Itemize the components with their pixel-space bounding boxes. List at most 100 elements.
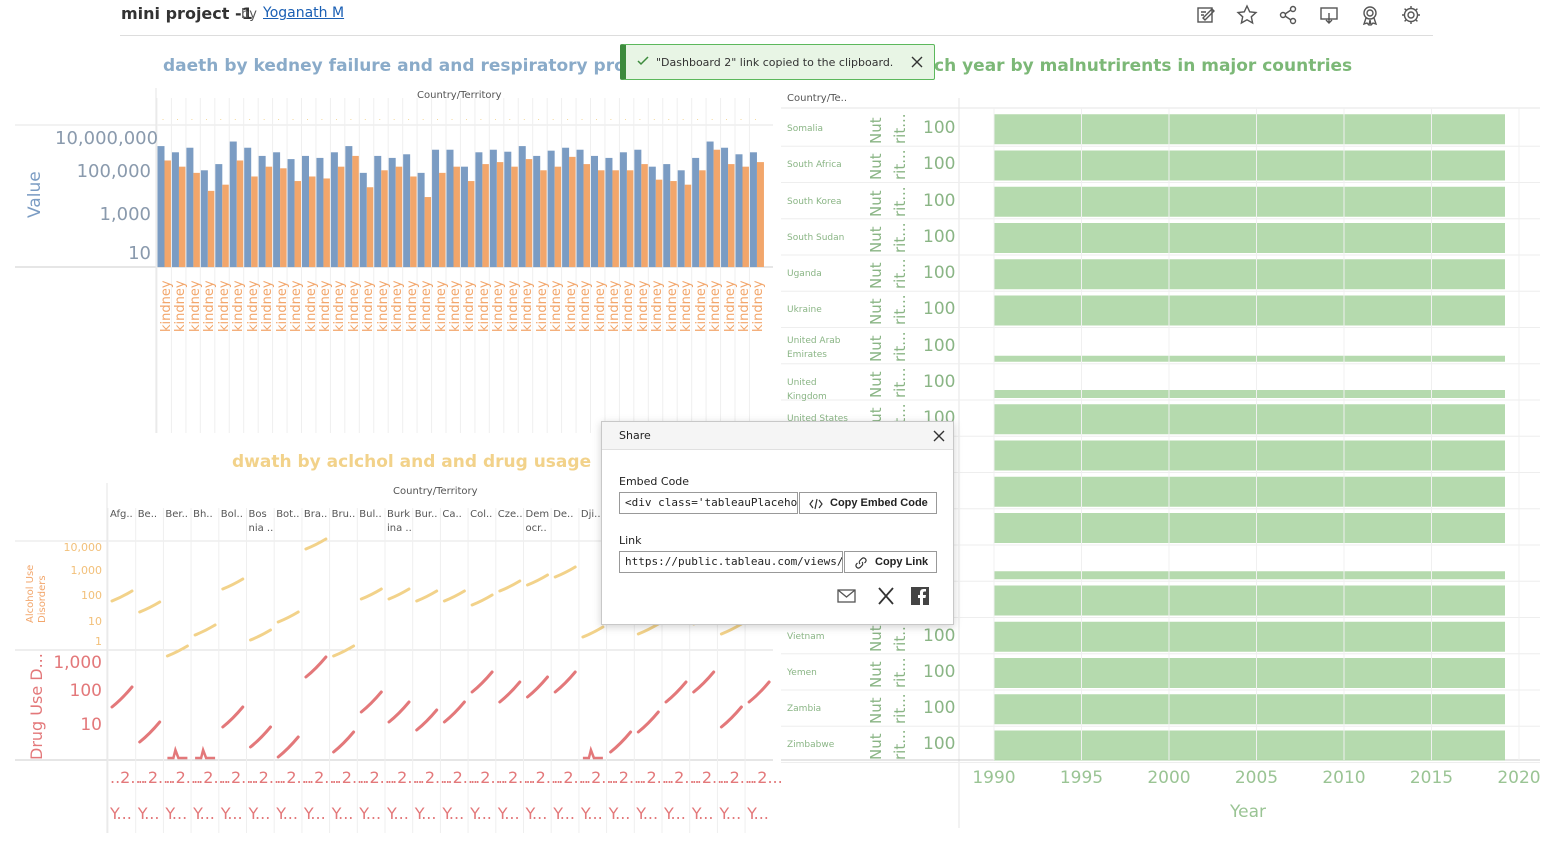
kidney-bar-orange xyxy=(684,184,692,267)
malnutrition-row-value: 100 xyxy=(923,226,956,247)
alcohol-country-header: Bos nia .. xyxy=(248,509,274,534)
kidney-bar-orange xyxy=(540,170,548,267)
drug-line xyxy=(110,685,134,709)
alcohol-year-label-bottom: Y... xyxy=(137,804,160,823)
malnutrition-x-tick: 2010 xyxy=(1322,768,1366,788)
drug-line xyxy=(526,675,549,699)
kidney-bar-orange xyxy=(756,162,764,267)
kidney-bar-orange xyxy=(742,166,750,267)
kidney-tick-dot: . xyxy=(639,113,642,122)
alcohol-country-header: Dji.. xyxy=(580,509,601,520)
alcohol-year-label-bottom: Y... xyxy=(220,804,243,823)
kidney-bar-orange xyxy=(467,181,475,267)
email-icon[interactable] xyxy=(836,585,858,607)
kidney-bar-blue xyxy=(619,152,627,267)
kidney-bar-orange xyxy=(583,164,591,267)
malnutrition-col1-label: Nut xyxy=(867,733,885,761)
malnutrition-column-header: Country/Te.. xyxy=(787,93,848,104)
kidney-bar-orange xyxy=(395,166,403,267)
drug-line xyxy=(249,725,272,749)
close-icon[interactable] xyxy=(931,428,947,444)
kidney-bar-orange xyxy=(482,164,490,267)
malnutrition-row-value: 100 xyxy=(923,154,956,175)
kidney-x-label: kindney xyxy=(476,280,492,332)
malnutrition-country-label: Yemen xyxy=(787,667,817,678)
alcohol-year-label-top: ..2... xyxy=(580,768,617,787)
malnutrition-area xyxy=(994,658,1505,688)
kidney-x-label: kindney xyxy=(375,280,391,332)
alcohol-year-label-top: ..2... xyxy=(442,768,478,787)
x-twitter-icon[interactable] xyxy=(875,585,897,607)
drug-line xyxy=(221,705,245,729)
malnutrition-area xyxy=(994,390,1505,398)
facebook-icon[interactable] xyxy=(909,585,931,607)
malnutrition-area xyxy=(994,223,1505,253)
alcohol-year-label-top: ..2... xyxy=(636,768,672,787)
malnutrition-row-value: 100 xyxy=(923,661,956,682)
alcohol-country-header: Bru.. xyxy=(331,509,356,520)
kidney-bar-blue xyxy=(446,149,454,267)
author-link[interactable]: Yoganath M xyxy=(263,5,345,21)
kidney-bar-blue xyxy=(171,152,179,267)
alcohol-year-label-top: ..2... xyxy=(664,768,700,787)
kidney-bar-orange xyxy=(251,176,259,267)
drug-line xyxy=(719,705,743,729)
copy-link-button[interactable]: Copy Link xyxy=(844,551,937,573)
kidney-bar-orange xyxy=(352,155,360,267)
download-icon[interactable] xyxy=(1318,4,1340,26)
kidney-x-label: kindney xyxy=(679,280,695,332)
alcohol-year-label-bottom: Y... xyxy=(691,804,714,823)
settings-icon[interactable] xyxy=(1400,4,1422,26)
close-icon[interactable] xyxy=(909,54,925,70)
alcohol-year-label-bottom: Y... xyxy=(359,804,382,823)
alcohol-year-label-bottom: Y... xyxy=(442,804,465,823)
alcohol-country-header: Bur.. xyxy=(414,509,438,520)
drug-line xyxy=(747,680,771,704)
kidney-x-label: kindney xyxy=(245,280,261,332)
alcohol-country-header: Cze.. xyxy=(497,509,523,520)
kidney-bar-blue xyxy=(374,155,382,267)
malnutrition-area xyxy=(994,571,1505,580)
kidney-bar-orange xyxy=(424,197,432,267)
alcohol-country-header: Ber.. xyxy=(165,509,188,520)
alcohol-year-label-top: ..2... xyxy=(691,768,728,787)
by-label: by xyxy=(241,7,257,22)
kidney-bar-blue xyxy=(287,159,295,267)
share-icon[interactable] xyxy=(1277,4,1299,26)
alcohol-country-header: Dem ocr.. xyxy=(525,509,550,534)
kidney-tick-dot: . xyxy=(696,113,699,122)
kidney-bar-orange xyxy=(294,181,302,267)
kidney-x-label: kindney xyxy=(332,280,348,332)
alcohol-year-label-top: ..2... xyxy=(359,768,395,787)
embed-code-field[interactable]: <div class='tableauPlaceholder xyxy=(619,492,798,514)
malnutrition-country-label: Vietnam xyxy=(787,631,825,642)
alcohol-line xyxy=(221,577,245,591)
malnutrition-area xyxy=(994,186,1505,217)
malnutrition-area xyxy=(994,694,1505,725)
kidney-bar-blue xyxy=(316,157,324,267)
kidney-bar-blue xyxy=(403,154,411,267)
alcohol-year-label-top: ..2... xyxy=(276,768,312,787)
kidney-bar-blue xyxy=(692,157,700,267)
kidney-x-label: kindney xyxy=(635,280,651,332)
malnutrition-area xyxy=(994,730,1505,761)
kidney-x-label: kindney xyxy=(274,280,290,332)
metrics-icon[interactable] xyxy=(1359,4,1381,27)
kidney-x-label: kindney xyxy=(722,280,738,332)
alcohol-country-header: Col.. xyxy=(470,509,493,520)
malnutrition-area xyxy=(994,585,1505,616)
kidney-x-label: kindney xyxy=(419,280,435,332)
alcohol-line xyxy=(470,593,494,607)
alcohol-year-label-top: ..2... xyxy=(608,768,645,787)
copy-embed-code-button[interactable]: Copy Embed Code xyxy=(799,492,937,514)
alcohol-year-label-bottom: Y... xyxy=(525,804,548,823)
alcohol-line xyxy=(387,587,411,601)
edit-icon[interactable] xyxy=(1195,4,1217,26)
alcohol-year-label-top: ..2... xyxy=(387,768,423,787)
drug-line xyxy=(304,655,328,679)
malnutrition-area xyxy=(994,295,1505,326)
kidney-x-label: kindney xyxy=(173,280,189,332)
star-icon[interactable] xyxy=(1236,4,1258,26)
kidney-x-label: kindney xyxy=(578,280,594,332)
